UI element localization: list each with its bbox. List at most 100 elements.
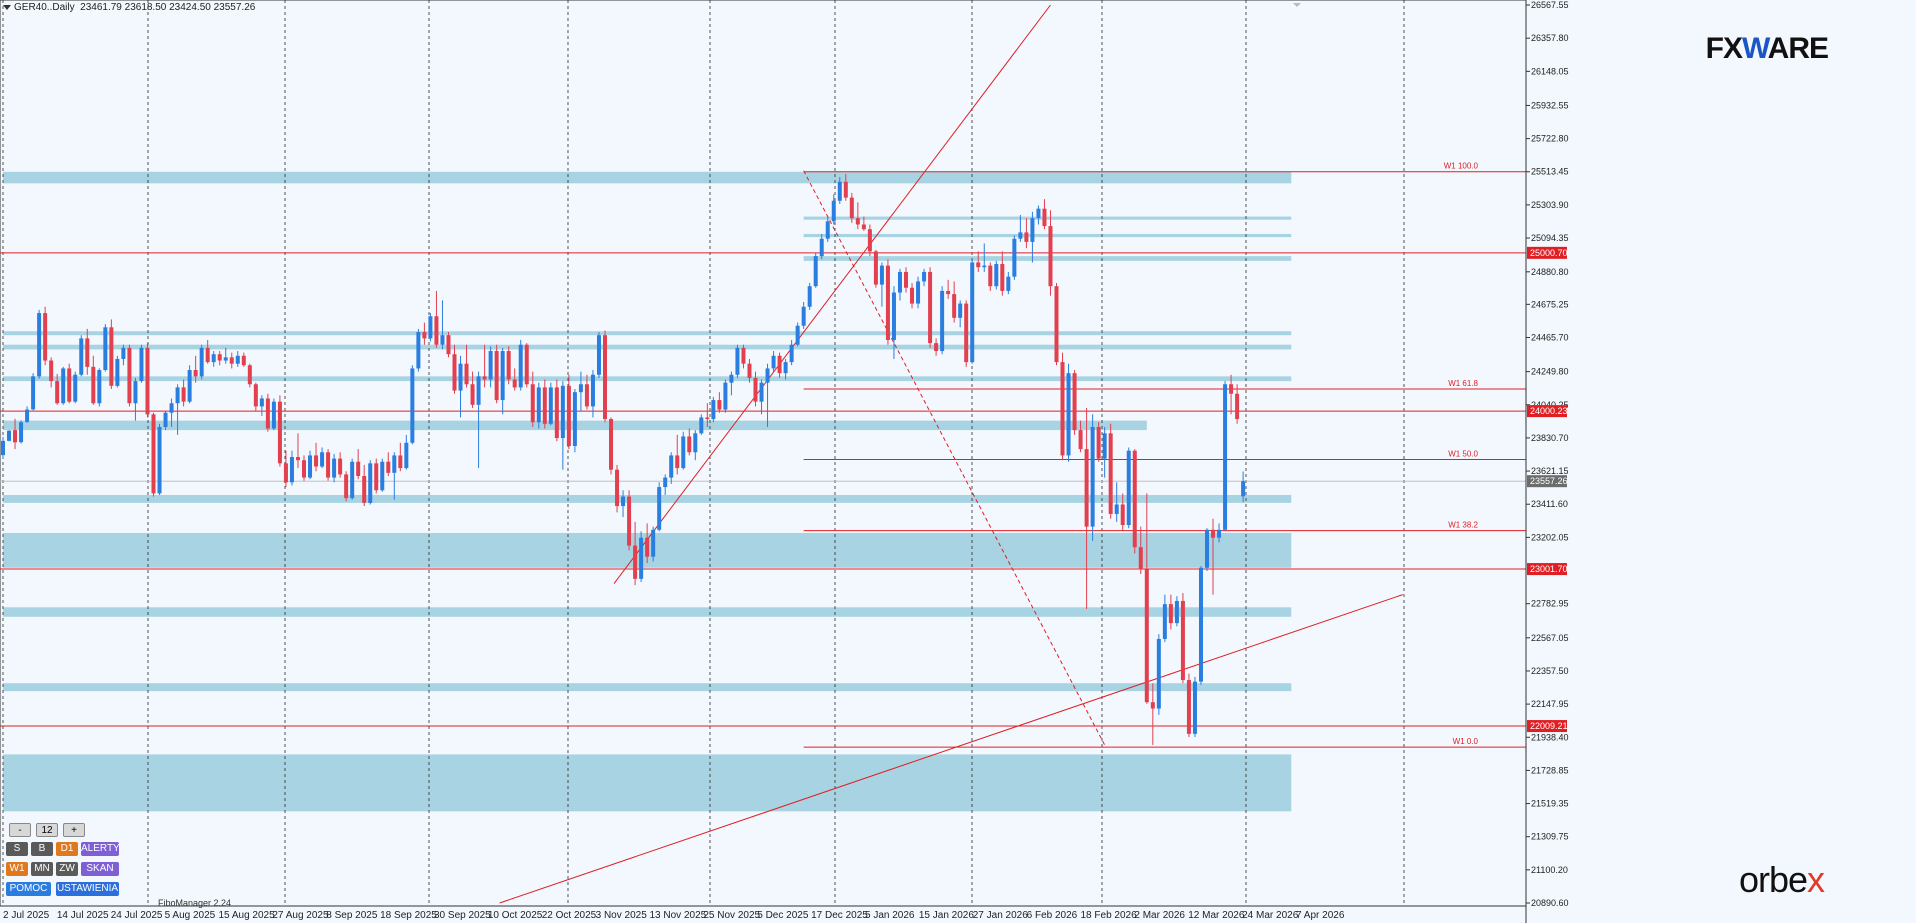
candle-bull	[590, 374, 595, 407]
candle-bear	[1096, 426, 1101, 459]
price-tag-box	[1527, 405, 1567, 418]
orbex-logo: orbex	[1738, 859, 1825, 901]
candle-bear	[1132, 450, 1137, 548]
candle-bear	[633, 545, 638, 579]
candle-bull	[1223, 384, 1228, 530]
candle-bull	[410, 368, 415, 443]
candle-bear	[530, 384, 535, 423]
candle-bear	[434, 316, 439, 345]
candle-bear	[338, 458, 343, 475]
candle-bear	[49, 360, 54, 382]
fxware-logo: FXWARE	[1706, 32, 1829, 66]
orbex-logo-part-2: x	[1807, 859, 1825, 900]
price-tick-label: 24249.80	[1531, 367, 1569, 377]
collapse-triangle-icon[interactable]	[3, 4, 11, 10]
candle-bull	[404, 442, 409, 469]
candle-bull	[596, 335, 601, 375]
candle-bear	[91, 366, 96, 404]
skan-button[interactable]: SKAN	[81, 862, 119, 876]
candle-bull	[235, 355, 240, 364]
candle-bear	[1108, 433, 1113, 514]
candle-bull	[175, 387, 180, 404]
zone-band	[3, 344, 1292, 350]
candle-bull	[440, 335, 445, 345]
candle-bull	[916, 281, 921, 304]
candle-bull	[669, 455, 674, 478]
candle-bull	[121, 347, 126, 359]
candle-bear	[1054, 286, 1059, 363]
candle-bull	[891, 292, 896, 340]
candle-bear	[753, 377, 758, 402]
candle-bear	[241, 355, 246, 366]
price-tick-label: 22782.95	[1531, 599, 1569, 609]
candle-bull	[1126, 450, 1131, 526]
d1-button[interactable]: D1	[56, 842, 78, 856]
alerty-button[interactable]: ALERTY	[81, 842, 120, 856]
price-tick-label: 22567.05	[1531, 633, 1569, 643]
candle-bear	[464, 363, 469, 385]
w1-button[interactable]: W1	[6, 862, 28, 876]
candle-bull	[1114, 504, 1119, 514]
candle-bear	[109, 327, 114, 386]
candle-bull	[380, 461, 385, 491]
candle-bull	[79, 338, 84, 375]
candle-bull	[31, 376, 36, 410]
candle-bull	[163, 412, 168, 427]
price-tick-label: 24880.80	[1531, 267, 1569, 277]
scroll-marker-icon	[1293, 3, 1301, 7]
price-tick-label: 24465.70	[1531, 332, 1569, 342]
price-tick-label: 20890.60	[1531, 898, 1569, 908]
candle-bull	[681, 436, 686, 469]
s-button[interactable]: S	[6, 842, 28, 856]
candle-bear	[247, 365, 252, 385]
candle-bull	[759, 382, 764, 402]
candle-bear	[67, 368, 72, 402]
candle-bull	[783, 362, 788, 374]
pomoc-button[interactable]: POMOC	[6, 882, 51, 896]
orbex-logo-part-1: orbe	[1738, 859, 1808, 900]
candle-bull	[572, 392, 577, 446]
candle-bull	[271, 401, 276, 429]
candle-bull	[211, 354, 216, 363]
candle-bear	[964, 303, 969, 363]
mn-button[interactable]: MN	[31, 862, 53, 876]
zone-band	[3, 376, 1292, 382]
candle-bull	[157, 426, 162, 494]
candle-bear	[314, 455, 319, 467]
candle-bull	[1036, 208, 1041, 219]
candle-bear	[1072, 373, 1077, 431]
candle-bull	[73, 374, 78, 402]
candle-bull	[657, 487, 662, 530]
trendline	[803, 170, 1106, 746]
candle-bull	[970, 262, 975, 363]
price-tag-label: 23001.70	[1530, 564, 1568, 574]
candle-bull	[1102, 433, 1107, 459]
increase-button[interactable]: +	[63, 823, 85, 837]
candle-bear	[302, 460, 306, 478]
ustawienia-button[interactable]: USTAWIENIA	[56, 882, 119, 896]
x-tick-label: 24 Jul 2025	[111, 910, 163, 921]
candle-bull	[819, 238, 824, 257]
decrease-button[interactable]: -	[9, 823, 31, 837]
candle-bull	[958, 303, 963, 318]
b-button[interactable]: B	[31, 842, 53, 856]
candle-bear	[1042, 208, 1047, 227]
candle-bull	[1066, 373, 1071, 456]
count-field[interactable]: 12	[36, 823, 58, 837]
candle-bear	[217, 354, 222, 361]
zw-button[interactable]: ZW	[56, 862, 78, 876]
candle-bear	[554, 387, 559, 439]
candle-bear	[470, 384, 475, 405]
candle-bear	[849, 197, 854, 219]
x-tick-label: 15 Aug 2025	[219, 910, 276, 921]
chart-header: GER40..Daily 23461.79 23618.50 23424.50 …	[3, 2, 255, 13]
candle-bull	[1205, 529, 1209, 568]
candle-bull	[813, 256, 818, 287]
candle-bull	[837, 181, 842, 201]
candle-bull	[578, 384, 583, 393]
x-tick-label: 18 Sep 2025	[380, 910, 437, 921]
candle-bear	[446, 335, 451, 355]
zone-band	[803, 256, 1292, 261]
